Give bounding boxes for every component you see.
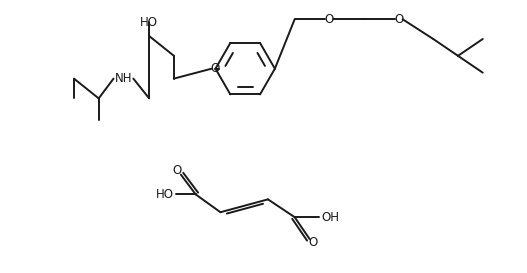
Text: O: O	[394, 13, 403, 26]
Text: HO: HO	[156, 188, 174, 201]
Text: O: O	[309, 236, 318, 250]
Text: HO: HO	[140, 16, 158, 29]
Text: O: O	[211, 62, 220, 75]
Text: NH: NH	[115, 72, 132, 85]
Text: OH: OH	[321, 211, 339, 224]
Text: O: O	[325, 13, 334, 26]
Text: O: O	[172, 164, 181, 177]
